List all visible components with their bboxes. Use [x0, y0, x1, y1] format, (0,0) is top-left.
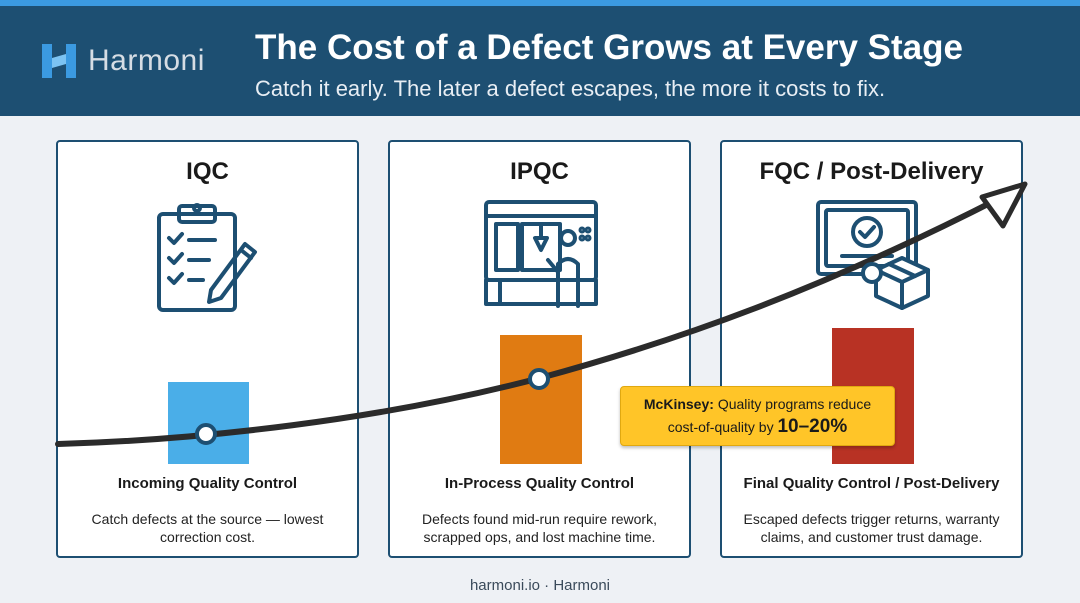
stage-description: Escaped defects trigger returns, warrant…: [743, 511, 1000, 545]
stage-title: IQC: [186, 158, 229, 185]
callout-value: 10–20%: [777, 416, 848, 437]
cnc-machine-operator-icon: [484, 200, 598, 308]
header-banner: Harmoni The Cost of a Defect Grows at Ev…: [0, 6, 1080, 116]
cost-bar-iqc: [168, 382, 249, 464]
footer-credit: harmoni.io · Harmoni: [469, 577, 611, 594]
page-subtitle: Catch it early. The later a defect escap…: [255, 76, 886, 101]
clipboard-checklist-icon: [157, 203, 257, 312]
stage-label: Incoming Quality Control: [117, 475, 298, 492]
callout-text: Quality programs reduce: [717, 396, 872, 412]
stage-panel-fqc: FQC / Post-Delivery Final Quality Contro…: [720, 140, 1023, 558]
callout-text-2: cost-of-quality by: [667, 419, 774, 435]
curve-point-iqc: [195, 423, 217, 445]
brand-logo: Harmoni: [40, 42, 205, 80]
stage-title: FQC / Post-Delivery: [759, 158, 984, 185]
stage-description: Catch defects at the source — lowest cor…: [91, 511, 324, 545]
harmoni-logo-icon: [42, 44, 76, 78]
stage-label: Final Quality Control / Post-Delivery: [743, 475, 1000, 492]
top-accent-stripe: [0, 0, 1080, 6]
callout-source: McKinsey:: [643, 396, 714, 412]
brand-name: Harmoni: [88, 44, 205, 77]
stage-label: In-Process Quality Control: [444, 475, 635, 492]
stage-panel-iqc: IQC Incoming Quality Control Catch defec…: [56, 140, 359, 558]
stage-title: IPQC: [510, 158, 569, 185]
mckinsey-callout: McKinsey: Quality programs reduce cost-o…: [620, 386, 895, 446]
cost-bar-ipqc: [500, 335, 582, 464]
page-title: The Cost of a Defect Grows at Every Stag…: [255, 28, 963, 67]
curve-point-fqc: [861, 262, 883, 284]
curve-point-ipqc: [528, 368, 550, 390]
stage-description: Defects found mid-run require rework, sc…: [422, 511, 657, 545]
curve-arrowhead-icon: [979, 181, 1028, 229]
